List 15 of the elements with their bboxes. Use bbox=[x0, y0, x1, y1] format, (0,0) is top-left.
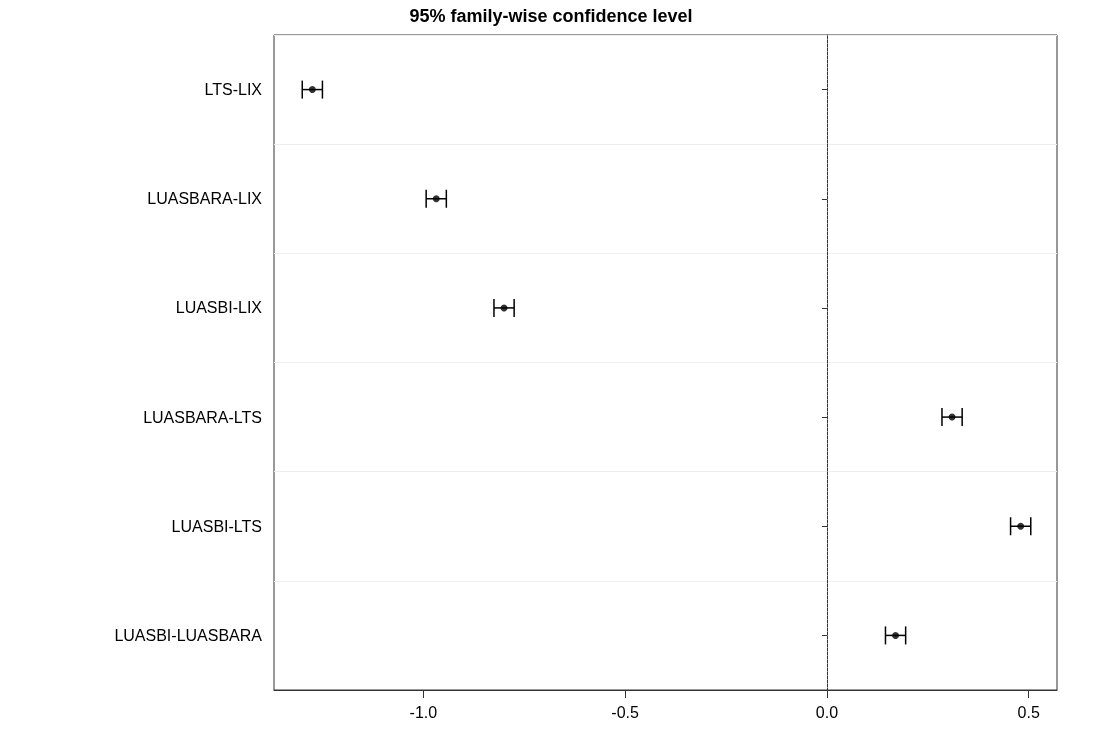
point bbox=[1017, 522, 1025, 530]
y-tick-label: LUASBARA-LTS bbox=[143, 408, 262, 426]
point bbox=[308, 86, 316, 94]
x-tick-label: 0.5 bbox=[1017, 703, 1040, 721]
y-tick-label: LTS-LIX bbox=[204, 81, 263, 99]
point bbox=[432, 195, 440, 203]
chart-title: 95% family-wise confidence level bbox=[409, 6, 693, 26]
x-tick-label: -0.5 bbox=[611, 703, 640, 721]
x-tick-label: -1.0 bbox=[409, 703, 438, 721]
y-tick-label: LUASBI-LTS bbox=[171, 517, 262, 535]
y-tick-label: LUASBARA-LIX bbox=[147, 190, 263, 208]
point bbox=[892, 631, 900, 639]
x-tick-label: 0.0 bbox=[815, 703, 839, 721]
y-tick-label: LUASBI-LIX bbox=[175, 299, 263, 317]
y-tick-label: LUASBI-LUASBARA bbox=[114, 626, 263, 644]
